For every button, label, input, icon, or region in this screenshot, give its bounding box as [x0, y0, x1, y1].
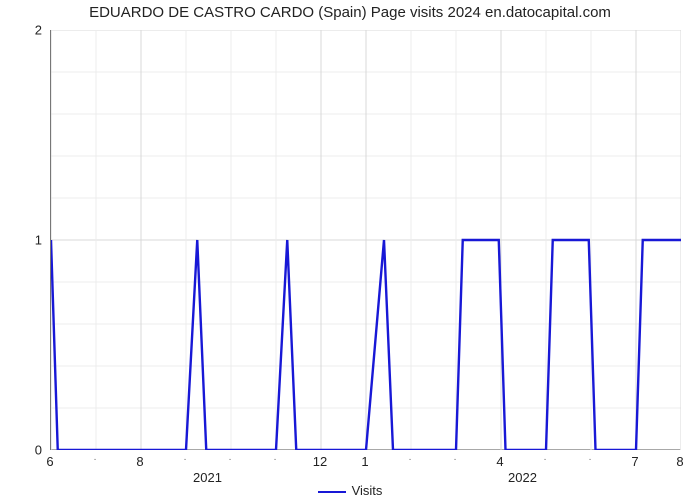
x-tick-minor: ·: [93, 454, 96, 465]
legend-label-visits: Visits: [352, 483, 383, 498]
x-tick-label: 8: [676, 454, 683, 469]
x-tick-label: 4: [496, 454, 503, 469]
plot-area: [50, 30, 680, 450]
legend: Visits: [0, 483, 700, 498]
chart-container: EDUARDO DE CASTRO CARDO (Spain) Page vis…: [0, 0, 700, 500]
y-tick-label: 0: [0, 443, 42, 458]
x-tick-minor: ·: [453, 454, 456, 465]
x-tick-label: 7: [631, 454, 638, 469]
legend-swatch-visits: [318, 491, 346, 493]
x-tick-label: 8: [136, 454, 143, 469]
y-tick-label: 2: [0, 23, 42, 38]
y-tick-label: 1: [0, 233, 42, 248]
x-tick-minor: ·: [228, 454, 231, 465]
x-tick-minor: ·: [408, 454, 411, 465]
chart-title: EDUARDO DE CASTRO CARDO (Spain) Page vis…: [0, 4, 700, 21]
x-tick-minor: ·: [273, 454, 276, 465]
chart-svg: [51, 30, 681, 450]
x-tick-label: 1: [361, 454, 368, 469]
x-tick-minor: ·: [588, 454, 591, 465]
x-tick-minor: ·: [543, 454, 546, 465]
x-tick-minor: ·: [183, 454, 186, 465]
x-tick-label: 6: [46, 454, 53, 469]
x-tick-label: 12: [313, 454, 327, 469]
